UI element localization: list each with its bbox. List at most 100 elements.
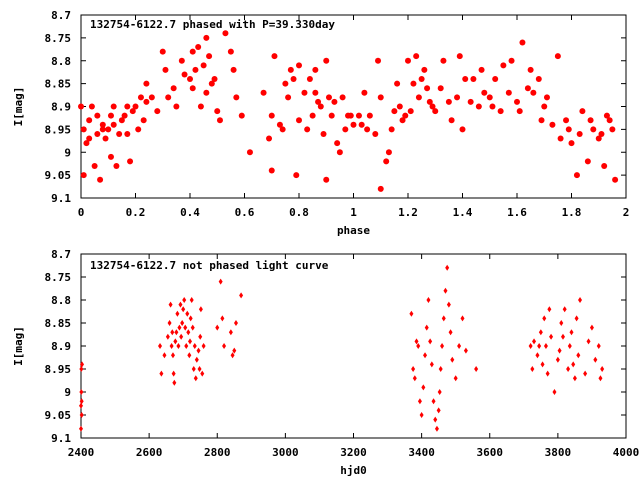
- data-point: [459, 126, 466, 133]
- data-point: [189, 85, 196, 92]
- phased-light-curve-panel: 0 0.2 0.4 0.6 0.8 1 1.2 1.4 1.6 1.8 2 8.7 8.75 8.8 8.8…: [12, 9, 629, 237]
- x-tick-label: 2600: [136, 446, 163, 459]
- data-point: [105, 126, 112, 133]
- data-point: [173, 338, 178, 345]
- data-point: [579, 108, 586, 115]
- data-point: [578, 297, 583, 303]
- data-point: [162, 66, 169, 73]
- data-point: [481, 89, 488, 96]
- data-point: [200, 370, 205, 377]
- data-point: [474, 366, 479, 372]
- data-point: [137, 94, 144, 101]
- data-point: [135, 126, 142, 133]
- data-point: [215, 324, 220, 331]
- y-tick-label: 8.85: [45, 317, 72, 330]
- data-point: [178, 57, 185, 64]
- data-point: [421, 384, 426, 391]
- data-point: [296, 62, 302, 69]
- data-point: [538, 117, 545, 124]
- data-point: [282, 80, 289, 87]
- data-point: [428, 338, 433, 345]
- data-point: [312, 66, 319, 73]
- data-point: [170, 352, 175, 359]
- data-point: [124, 130, 131, 137]
- data-point: [158, 343, 163, 349]
- data-point: [584, 158, 591, 165]
- data-point: [463, 347, 468, 354]
- data-point: [519, 39, 526, 46]
- data-point: [500, 62, 507, 69]
- data-point: [79, 389, 84, 395]
- data-point: [227, 48, 234, 55]
- data-point: [211, 76, 218, 83]
- data-point: [182, 297, 187, 303]
- data-point: [540, 361, 545, 368]
- data-point: [165, 94, 172, 101]
- data-point: [323, 57, 330, 64]
- data-point: [312, 89, 319, 96]
- x-tick-label: 1.2: [398, 206, 418, 219]
- data-point: [169, 343, 174, 349]
- data-point: [172, 379, 177, 386]
- y-tick-label: 9: [64, 146, 71, 159]
- data-point: [438, 366, 443, 372]
- data-point: [454, 94, 461, 101]
- data-point: [336, 149, 343, 156]
- data-point: [542, 315, 547, 322]
- data-point: [304, 126, 311, 133]
- data-point: [222, 343, 227, 349]
- data-point: [405, 57, 411, 64]
- data-point: [191, 366, 196, 372]
- data-point: [559, 320, 564, 326]
- y-tick-label: 8.9: [51, 101, 71, 114]
- data-point: [560, 333, 565, 340]
- data-point: [535, 76, 542, 83]
- data-point: [431, 398, 436, 405]
- data-point: [424, 85, 431, 92]
- x-tick-label: 3600: [477, 446, 504, 459]
- data-point: [402, 112, 409, 119]
- data-point: [612, 176, 619, 183]
- y-tick-label: 9.1: [51, 192, 71, 205]
- data-point: [441, 315, 446, 322]
- data-point: [165, 333, 170, 340]
- data-point: [440, 343, 445, 349]
- data-point: [415, 94, 422, 101]
- data-point: [222, 30, 229, 37]
- data-point: [86, 117, 93, 124]
- data-point: [216, 117, 223, 124]
- data-point: [530, 89, 537, 96]
- data-point: [421, 66, 428, 73]
- data-point: [538, 329, 543, 336]
- data-point: [467, 98, 474, 105]
- data-point: [530, 366, 535, 372]
- data-point: [331, 98, 338, 105]
- data-point: [460, 315, 465, 322]
- data-point: [271, 53, 278, 60]
- data-point: [434, 425, 439, 432]
- x-tick-label: 2: [623, 206, 630, 219]
- data-point: [296, 117, 302, 124]
- data-point: [97, 176, 104, 183]
- data-point: [188, 315, 193, 322]
- data-point: [437, 85, 444, 92]
- data-point: [309, 112, 316, 119]
- data-point: [290, 76, 297, 83]
- data-point: [80, 361, 85, 368]
- data-point: [543, 343, 548, 349]
- data-point: [424, 324, 429, 331]
- data-point: [190, 324, 195, 331]
- data-point: [239, 292, 244, 299]
- data-point: [118, 117, 125, 124]
- data-point: [306, 76, 313, 83]
- data-point: [508, 57, 515, 64]
- data-point: [355, 112, 362, 119]
- data-point: [433, 416, 438, 423]
- data-point: [598, 375, 603, 382]
- data-point: [411, 366, 416, 372]
- data-point: [347, 112, 354, 119]
- data-point: [440, 57, 447, 64]
- data-point: [110, 103, 117, 110]
- data-point: [323, 176, 330, 183]
- data-point: [183, 324, 188, 331]
